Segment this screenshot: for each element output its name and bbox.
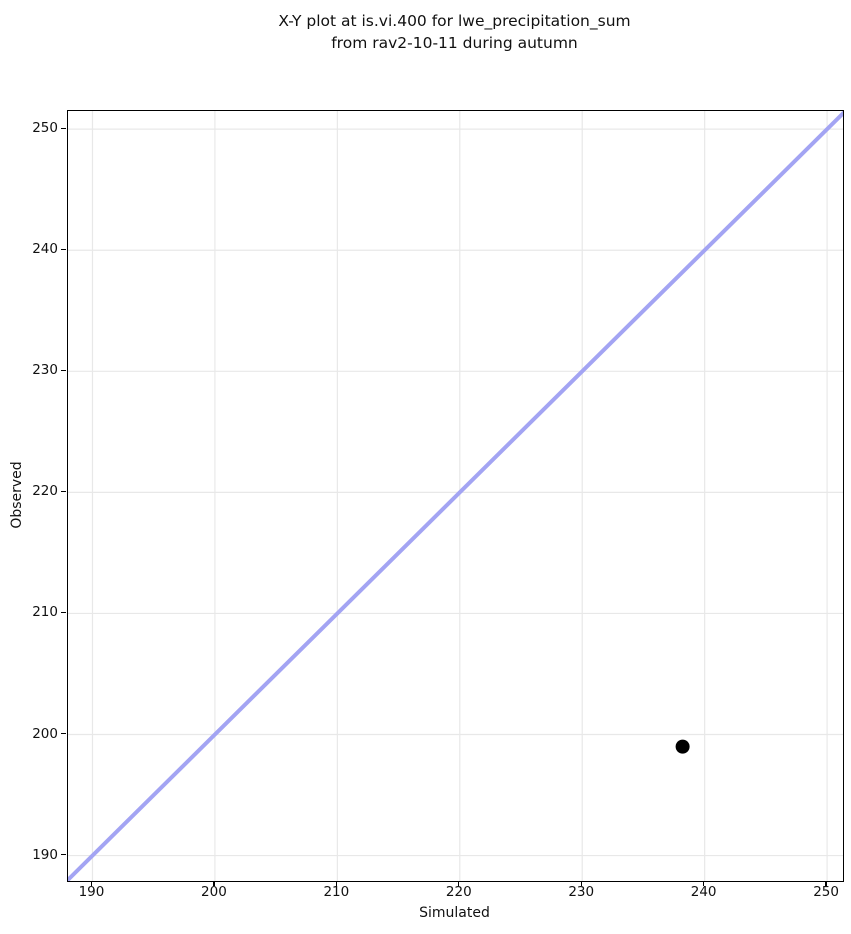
x-tick-label: 250 — [813, 884, 839, 900]
plot-area — [67, 110, 844, 882]
x-tick-mark — [580, 881, 582, 886]
y-tick-label: 210 — [32, 604, 58, 621]
x-axis-label: Simulated — [419, 905, 490, 921]
x-tick-label: 200 — [201, 884, 227, 900]
y-tick-mark — [61, 611, 66, 614]
y-tick-label: 250 — [32, 120, 58, 137]
y-tick-mark — [61, 127, 66, 129]
x-tick-mark — [703, 881, 705, 886]
x-tick-mark — [458, 881, 460, 886]
y-tick-label: 220 — [32, 483, 58, 500]
plot-canvas — [68, 111, 843, 881]
y-tick-mark — [61, 369, 66, 371]
y-tick-label: 240 — [32, 241, 58, 258]
x-tick-mark — [825, 881, 827, 886]
x-tick-mark — [90, 881, 93, 886]
chart-title: X-Y plot at is.vi.400 for lwe_precipitat… — [278, 12, 631, 52]
y-tick-label: 200 — [32, 725, 58, 742]
y-tick-label: 230 — [32, 362, 58, 379]
x-tick-label: 240 — [690, 884, 717, 900]
y-tick-mark — [61, 853, 66, 856]
x-tick-label: 230 — [568, 884, 595, 900]
x-tick-mark — [335, 881, 337, 886]
data-point — [675, 739, 690, 754]
x-tick-label: 220 — [445, 884, 472, 900]
y-axis-label: Observed — [9, 461, 25, 529]
x-tick-label: 190 — [78, 884, 105, 900]
y-tick-mark — [61, 732, 66, 735]
y-tick-label: 190 — [32, 846, 58, 863]
x-tick-mark — [213, 881, 215, 886]
identity-line — [68, 111, 843, 881]
y-tick-mark — [61, 248, 66, 250]
x-tick-label: 210 — [323, 884, 350, 900]
y-tick-mark — [61, 490, 66, 492]
